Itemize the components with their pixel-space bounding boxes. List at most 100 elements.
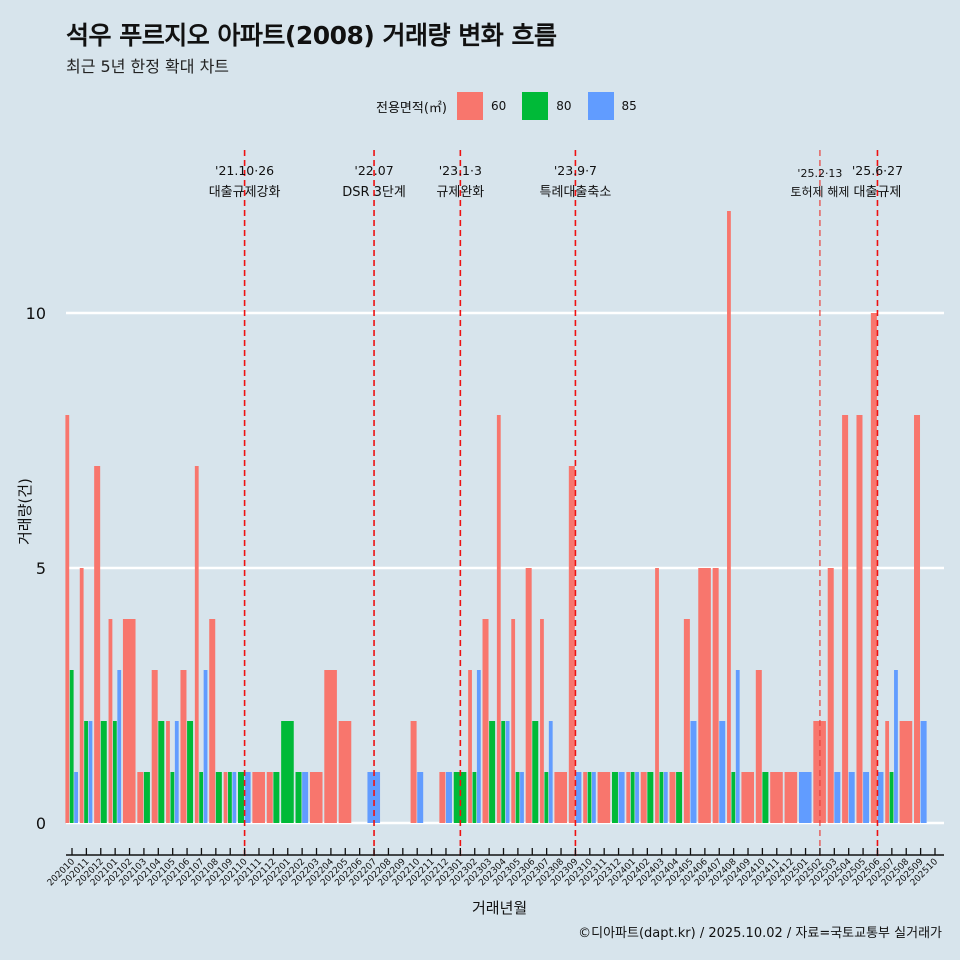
bar-80-202108 [215, 772, 222, 823]
y-tick-label: 0 [36, 814, 46, 833]
bar-85-202509 [920, 721, 927, 823]
event-label-text: 토허제 해제 [790, 185, 849, 199]
y-axis-label: 거래량(건) [16, 478, 34, 545]
bar-80-202109 [228, 772, 232, 823]
bar-60-202407 [712, 568, 719, 823]
bar-85-202202 [302, 772, 309, 823]
bar-85-202501 [798, 772, 812, 823]
bar-60-202306 [525, 568, 532, 823]
bar-80-202312 [611, 772, 618, 823]
bar-85-202011 [88, 721, 93, 823]
event-label-date: '25.6·27 [852, 163, 903, 178]
legend-label-80: 80 [556, 99, 572, 113]
bar-60-202304 [496, 415, 501, 823]
legend-key-60 [456, 92, 483, 120]
event-label-text: 대출규제 [854, 185, 902, 200]
bar-85-202503 [834, 772, 841, 823]
bar-85-202212 [445, 772, 452, 823]
bar-85-202507 [894, 670, 898, 823]
bar-85-202109 [232, 772, 237, 823]
bar-85-202107 [203, 670, 208, 823]
bar-80-202403 [659, 772, 664, 823]
event-lines: '21.10·26 대출규제강화 '22.07 DSR 3단계 '23.1·3 규제완화 '… [209, 150, 903, 856]
bar-80-202404 [676, 772, 683, 823]
y-tick-label: 5 [36, 559, 46, 578]
bar-85-202309 [575, 772, 582, 823]
bar-60-202012 [94, 466, 101, 823]
bar-60-202406 [698, 568, 711, 823]
bar-60-202309 [568, 466, 575, 823]
legend-key-80 [522, 92, 549, 120]
bar-80-202301 [453, 772, 467, 823]
bar-60-202508 [899, 721, 913, 823]
bar-85-202407 [719, 721, 726, 823]
bar-60-202403 [655, 568, 659, 823]
legend-title: 전용면적(㎡) [376, 100, 447, 116]
bar-60-202112 [266, 772, 273, 823]
bar-80-202104 [158, 721, 165, 823]
bar-80-202105 [170, 772, 175, 823]
bar-80-202507 [889, 772, 894, 823]
bar-60-202010 [65, 415, 70, 823]
bar-85-202401 [635, 772, 639, 823]
bar-60-202401 [626, 772, 631, 823]
bar-60-202410 [755, 670, 762, 823]
legend-label-60: 60 [490, 99, 507, 113]
bar-60-202108 [209, 619, 216, 823]
bar-85-202405 [690, 721, 697, 823]
bar-60-202411 [770, 772, 783, 823]
bar-60-202102 [122, 619, 136, 823]
bar-60-202204 [324, 670, 337, 823]
y-tick-label: 10 [26, 304, 46, 323]
bar-60-202507 [885, 721, 890, 823]
bar-85-202305 [520, 772, 524, 823]
bar-60-202405 [683, 619, 690, 823]
bar-60-202504 [842, 415, 849, 823]
bar-60-202212 [439, 772, 446, 823]
bar-60-202210 [410, 721, 417, 823]
bar-80-202011 [84, 721, 88, 823]
bar-60-202308 [554, 772, 568, 823]
bar-60-202311 [597, 772, 611, 823]
bar-60-202011 [79, 568, 84, 823]
bar-85-202210 [417, 772, 424, 823]
bar-85-202505 [863, 772, 870, 823]
bar-80-202106 [187, 721, 194, 823]
bar-85-202408 [735, 670, 740, 823]
bar-80-202306 [532, 721, 539, 823]
bars [65, 211, 927, 823]
bar-60-202310 [583, 772, 587, 823]
bar-85-202101 [117, 670, 122, 823]
bar-60-202505 [856, 415, 863, 823]
bar-60-202509 [914, 415, 921, 823]
bar-60-202107 [194, 466, 199, 823]
event-label-date: '21.10·26 [215, 163, 274, 178]
bar-80-202402 [647, 772, 654, 823]
bar-80-202202 [295, 772, 302, 823]
chart-subtitle: 최근 5년 한정 확대 차트 [66, 57, 230, 76]
event-label-date: '25.2·13 [797, 167, 842, 180]
event-label-text: 규제완화 [436, 185, 484, 200]
bar-60-202303 [482, 619, 489, 823]
event-label-text: DSR 3단계 [342, 185, 406, 200]
bar-80-202401 [630, 772, 635, 823]
bar-80-202305 [515, 772, 520, 823]
bar-80-202010 [69, 670, 74, 823]
bar-60-202106 [180, 670, 187, 823]
footer-credit: ©디아파트(dapt.kr) / 2025.10.02 / 자료=국토교통부 실… [578, 926, 942, 941]
legend: 전용면적(㎡) 60 80 85 [376, 92, 653, 120]
bar-60-202109 [223, 772, 228, 823]
bar-85-202403 [663, 772, 668, 823]
bar-85-202302 [476, 670, 481, 823]
bar-60-202506 [870, 313, 877, 823]
bar-60-202111 [252, 772, 265, 823]
bar-60-202203 [309, 772, 323, 823]
chart-title: 석우 푸르지오 아파트(2008) 거래량 변화 흐름 [66, 21, 557, 50]
bar-60-202408 [727, 211, 731, 823]
event-label-date: '23.1·3 [439, 163, 482, 178]
bar-85-202304 [505, 721, 510, 823]
bar-80-202201 [281, 721, 294, 823]
bar-60-202205 [338, 721, 352, 823]
bar-60-202307 [540, 619, 544, 823]
